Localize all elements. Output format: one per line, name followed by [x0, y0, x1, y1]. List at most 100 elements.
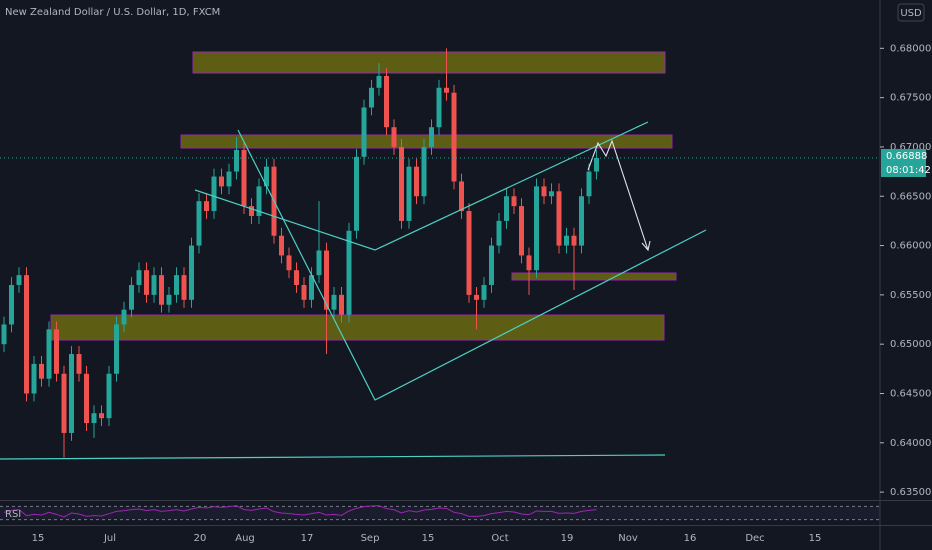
candle-body: [46, 329, 52, 379]
candle-body: [564, 235, 569, 246]
candle-body: [586, 171, 592, 197]
x-tick-label: 15: [32, 533, 45, 544]
candle-body: [16, 275, 22, 286]
y-tick-label: 0.65500: [890, 290, 931, 301]
chart-title: New Zealand Dollar / U.S. Dollar, 1D, FX…: [5, 7, 220, 18]
y-tick-label: 0.64000: [890, 438, 931, 449]
candle-body: [414, 166, 419, 197]
candle-body: [331, 294, 337, 310]
candle-body: [31, 363, 37, 394]
candle-body: [136, 270, 142, 286]
candle-body: [226, 171, 232, 187]
x-tick-label: Jul: [103, 533, 116, 544]
candle-body: [459, 181, 464, 212]
x-tick-label: 20: [194, 533, 207, 544]
candle-body: [151, 275, 157, 295]
drawings: [50, 51, 677, 341]
candle-body: [174, 275, 179, 295]
x-tick-label: Oct: [491, 533, 508, 544]
candle-body: [144, 270, 149, 295]
candle-body: [1, 324, 7, 345]
projection: [587, 139, 651, 252]
candle-body: [406, 166, 412, 221]
candle-body: [369, 87, 374, 108]
candle-body: [121, 309, 127, 325]
candle-body: [129, 285, 134, 310]
x-tick-label: Nov: [618, 533, 638, 544]
y-tick-label: 0.63500: [890, 487, 931, 498]
candle-body: [91, 413, 97, 424]
candle-body: [264, 166, 269, 187]
candle-body: [436, 87, 442, 128]
candle-body: [324, 250, 329, 310]
x-tick-label: 16: [684, 533, 697, 544]
candle-body: [489, 245, 494, 286]
trend-line: [0, 454, 666, 460]
x-tick-label: 17: [301, 533, 314, 544]
candle-body: [189, 245, 194, 300]
candle-body: [219, 176, 224, 187]
candle-body: [106, 373, 112, 419]
candles: [1, 48, 599, 458]
candle-body: [69, 354, 74, 433]
y-tick-label: 0.67500: [890, 93, 931, 104]
x-tick-label: Dec: [745, 533, 764, 544]
candle-body: [196, 201, 202, 246]
candle-body: [9, 285, 14, 325]
candle-body: [354, 156, 359, 231]
x-tick-label: 19: [561, 533, 574, 544]
rsi-band-fill: [0, 506, 880, 520]
candle-body: [24, 275, 29, 394]
candle-body: [391, 127, 397, 147]
candle-body: [249, 206, 254, 216]
last-price-badge: [881, 148, 926, 177]
currency-button[interactable]: [897, 3, 925, 22]
candle-body: [421, 146, 427, 197]
candle-body: [114, 324, 119, 374]
candle-body: [159, 275, 164, 305]
last-price-label: 0.66888: [886, 151, 927, 162]
candle-body: [54, 329, 59, 374]
candle-body: [579, 196, 584, 246]
resistance-zone: [192, 51, 666, 74]
candle-body: [481, 285, 487, 300]
candle-body: [556, 191, 562, 246]
rsi-line: [3, 505, 597, 518]
candle-body: [444, 87, 449, 93]
candle-body: [549, 191, 554, 197]
y-tick-label: 0.64500: [890, 388, 931, 399]
candle-body: [511, 196, 517, 207]
rsi-label: RSI: [5, 509, 21, 520]
trend-line: [194, 121, 649, 251]
x-tick-label: 15: [809, 533, 822, 544]
candle-body: [256, 186, 262, 216]
x-tick-label: Sep: [361, 533, 380, 544]
candle-body: [474, 294, 479, 300]
candle-body: [39, 363, 44, 379]
candle-body: [384, 75, 389, 128]
candle-body: [399, 146, 404, 221]
candle-body: [279, 235, 284, 256]
candle-body: [534, 186, 539, 271]
candle-body: [309, 275, 314, 300]
candle-body: [526, 255, 532, 271]
candle-body: [571, 235, 577, 246]
trend-lines: [0, 121, 707, 460]
candle-body: [451, 92, 457, 182]
candle-body: [211, 176, 217, 212]
y-tick-label: 0.68000: [890, 43, 931, 54]
y-tick-label: 0.66500: [890, 191, 931, 202]
support-zone: [511, 272, 677, 281]
candle-body: [234, 149, 239, 172]
candle-body: [204, 201, 209, 212]
candle-body: [181, 275, 187, 300]
resistance-zone: [180, 134, 673, 149]
currency-label[interactable]: USD: [900, 8, 922, 19]
y-tick-label: 0.67000: [890, 142, 931, 153]
candle-body: [339, 294, 344, 315]
candle-body: [84, 373, 89, 424]
candle-body: [466, 211, 472, 295]
candle-body: [346, 230, 352, 315]
candle-body: [241, 149, 247, 207]
